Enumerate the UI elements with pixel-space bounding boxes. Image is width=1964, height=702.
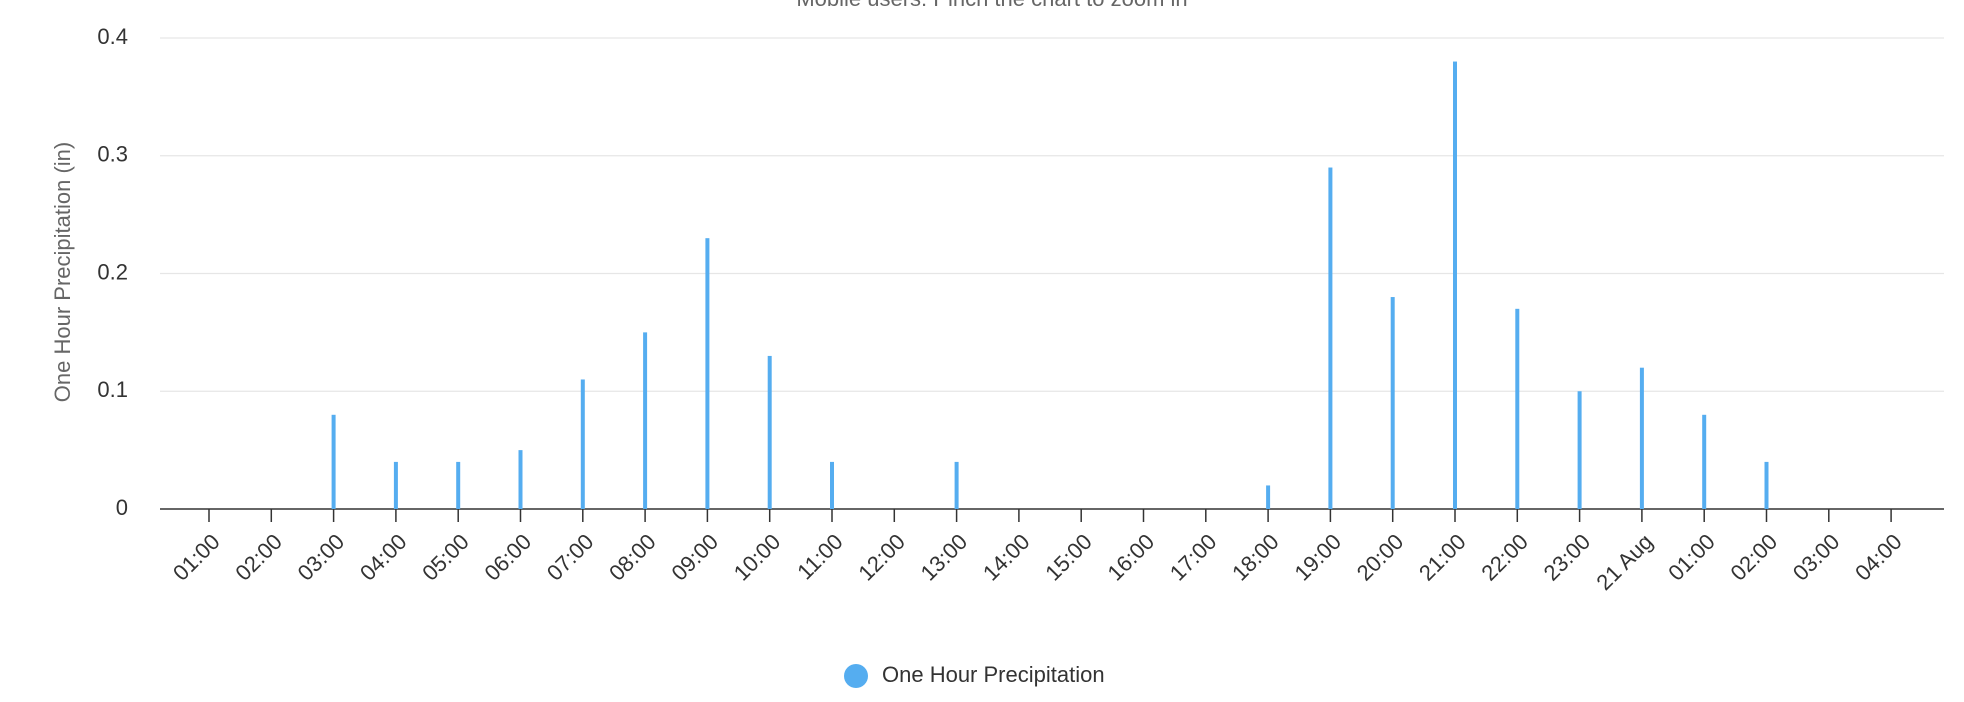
bar (393, 461, 398, 509)
x-tick-label: 14:00 (978, 529, 1035, 586)
bar (1266, 485, 1271, 509)
bar (1328, 167, 1333, 509)
x-tick-label: 18:00 (1227, 529, 1284, 586)
x-tick-label: 21 Aug (1591, 529, 1657, 595)
x-tick-label: 07:00 (542, 529, 599, 586)
x-tick-label: 04:00 (355, 529, 412, 586)
legend-marker (844, 664, 868, 688)
x-tick-label: 06:00 (480, 529, 537, 586)
bar (1764, 461, 1769, 509)
x-tick-label: 16:00 (1103, 529, 1160, 586)
y-tick-label: 0.3 (97, 142, 128, 167)
y-tick-label: 0.2 (97, 259, 128, 284)
x-tick-label: 13:00 (916, 529, 973, 586)
x-tick-label: 04:00 (1850, 529, 1907, 586)
x-tick-label: 08:00 (604, 529, 661, 586)
x-tick-label: 19:00 (1289, 529, 1346, 586)
y-tick-label: 0.1 (97, 377, 128, 402)
bar (1639, 367, 1644, 509)
bar (1390, 297, 1395, 509)
x-tick-label: 03:00 (1788, 529, 1845, 586)
legend-label: One Hour Precipitation (882, 662, 1105, 687)
bar (1515, 308, 1520, 509)
bar (331, 414, 336, 509)
x-tick-label: 03:00 (293, 529, 350, 586)
x-tick-label: 15:00 (1040, 529, 1097, 586)
x-tick-label: 05:00 (417, 529, 474, 586)
bar (456, 461, 461, 509)
x-tick-label: 12:00 (853, 529, 910, 586)
x-tick-label: 22:00 (1476, 529, 1533, 586)
bar (643, 332, 648, 509)
bar (705, 238, 710, 510)
x-tick-label: 01:00 (1663, 529, 1720, 586)
bar (1577, 391, 1582, 509)
bar (580, 379, 585, 509)
x-tick-label: 21:00 (1414, 529, 1471, 586)
x-tick-label: 10:00 (729, 529, 786, 586)
x-tick-label: 17:00 (1165, 529, 1222, 586)
bar (1453, 61, 1457, 510)
bar (767, 355, 772, 509)
x-tick-label: 02:00 (230, 529, 287, 586)
x-tick-label: 01:00 (168, 529, 225, 586)
x-tick-label: 20:00 (1352, 529, 1409, 586)
x-tick-label: 09:00 (666, 529, 723, 586)
y-axis-title: One Hour Precipitation (in) (50, 142, 75, 402)
x-tick-label: 02:00 (1726, 529, 1783, 586)
x-tick-label: 11:00 (792, 529, 847, 584)
x-tick-label: 23:00 (1539, 529, 1596, 586)
chart-subtitle: Mobile users: Pinch the chart to zoom in (796, 0, 1187, 11)
y-tick-label: 0 (116, 495, 128, 520)
y-tick-label: 0.4 (97, 24, 128, 49)
bar (518, 450, 523, 509)
bar (1702, 414, 1707, 509)
bar (954, 461, 959, 509)
bar (830, 461, 834, 509)
